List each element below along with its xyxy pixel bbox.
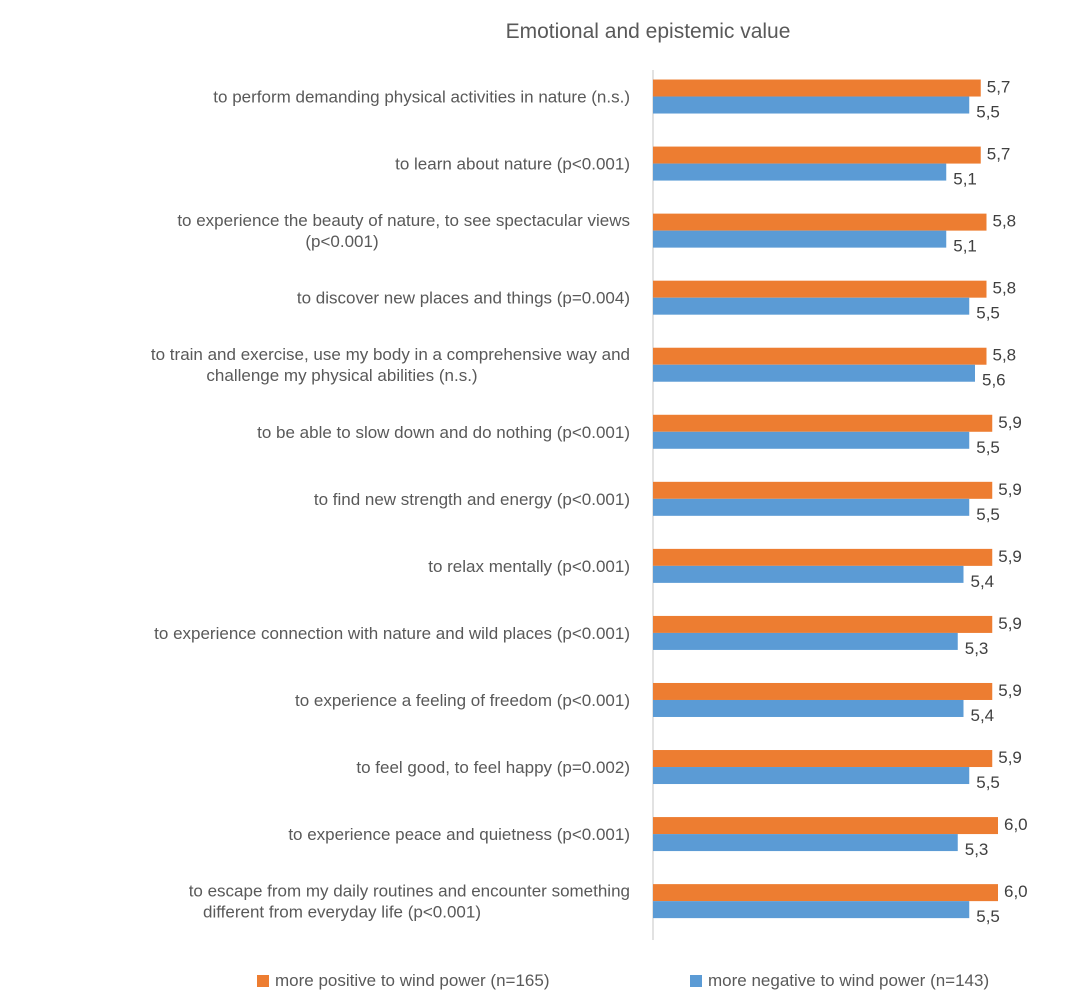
bars-group <box>653 79 998 919</box>
category-label: to escape from my daily routines and enc… <box>189 882 630 901</box>
bar-negative <box>653 364 975 382</box>
data-label-positive: 5,9 <box>998 480 1022 499</box>
data-label-negative: 5,3 <box>965 639 989 658</box>
data-label-negative: 5,1 <box>953 170 977 189</box>
category-label: to experience peace and quietness (p<0.0… <box>288 825 630 844</box>
bar-negative <box>653 163 947 181</box>
data-label-positive: 5,9 <box>998 614 1022 633</box>
data-label-positive: 6,0 <box>1004 815 1028 834</box>
bar-negative <box>653 767 970 785</box>
legend: more positive to wind power (n=165) more … <box>257 971 989 990</box>
bar-negative <box>653 834 958 852</box>
data-label-negative: 5,6 <box>982 371 1006 390</box>
bar-positive <box>653 615 993 633</box>
legend-label: more positive to wind power (n=165) <box>275 971 550 990</box>
bar-positive <box>653 548 993 566</box>
data-label-negative: 5,5 <box>976 304 1000 323</box>
bar-negative <box>653 96 970 114</box>
category-labels: to perform demanding physical activities… <box>151 88 630 922</box>
legend-swatch <box>257 975 269 987</box>
category-label: to perform demanding physical activities… <box>213 88 630 107</box>
data-label-positive: 5,9 <box>998 413 1022 432</box>
category-label: to train and exercise, use my body in a … <box>151 345 630 364</box>
bar-positive <box>653 817 998 835</box>
chart-title: Emotional and epistemic value <box>506 20 791 43</box>
bar-positive <box>653 414 993 432</box>
bar-negative <box>653 297 970 315</box>
legend-swatch <box>690 975 702 987</box>
data-label-positive: 5,8 <box>993 346 1017 365</box>
category-label: to be able to slow down and do nothing (… <box>257 423 630 442</box>
category-label: to learn about nature (p<0.001) <box>395 155 630 174</box>
category-label: to experience connection with nature and… <box>154 624 630 643</box>
data-label-negative: 5,4 <box>971 706 995 725</box>
category-label: to experience the beauty of nature, to s… <box>177 211 630 230</box>
data-label-negative: 5,3 <box>965 840 989 859</box>
bar-negative <box>653 699 964 717</box>
legend-label: more negative to wind power (n=143) <box>708 971 989 990</box>
category-label: to relax mentally (p<0.001) <box>428 557 630 576</box>
legend-item-positive: more positive to wind power (n=165) <box>257 971 550 990</box>
category-label: to feel good, to feel happy (p=0.002) <box>356 758 630 777</box>
bar-positive <box>653 79 981 97</box>
bar-positive <box>653 750 993 768</box>
category-label: to discover new places and things (p=0.0… <box>297 289 630 308</box>
data-labels-group: 5,75,55,75,15,85,15,85,55,85,65,95,55,95… <box>953 78 1027 927</box>
category-label: (p<0.001) <box>305 232 378 251</box>
data-label-positive: 6,0 <box>1004 882 1028 901</box>
category-label: challenge my physical abilities (n.s.) <box>206 366 477 385</box>
data-label-negative: 5,5 <box>976 438 1000 457</box>
bar-negative <box>653 632 958 650</box>
legend-item-negative: more negative to wind power (n=143) <box>690 971 989 990</box>
data-label-positive: 5,9 <box>998 681 1022 700</box>
bar-negative <box>653 901 970 919</box>
bar-negative <box>653 565 964 583</box>
bar-negative <box>653 230 947 248</box>
data-label-positive: 5,7 <box>987 145 1011 164</box>
data-label-negative: 5,5 <box>976 773 1000 792</box>
bar-positive <box>653 146 981 164</box>
category-label: different from everyday life (p<0.001) <box>203 903 481 922</box>
bar-negative <box>653 498 970 516</box>
bar-positive <box>653 347 987 365</box>
bar-positive <box>653 884 998 902</box>
data-label-negative: 5,5 <box>976 505 1000 524</box>
data-label-positive: 5,8 <box>993 279 1017 298</box>
category-label: to experience a feeling of freedom (p<0.… <box>295 691 630 710</box>
data-label-positive: 5,8 <box>993 212 1017 231</box>
bar-positive <box>653 280 987 298</box>
data-label-negative: 5,4 <box>971 572 995 591</box>
bar-negative <box>653 431 970 449</box>
data-label-negative: 5,1 <box>953 237 977 256</box>
bar-positive <box>653 213 987 231</box>
data-label-positive: 5,9 <box>998 547 1022 566</box>
bar-positive <box>653 481 993 499</box>
data-label-positive: 5,7 <box>987 78 1011 97</box>
category-label: to find new strength and energy (p<0.001… <box>314 490 630 509</box>
bar-positive <box>653 682 993 700</box>
data-label-positive: 5,9 <box>998 748 1022 767</box>
data-label-negative: 5,5 <box>976 103 1000 122</box>
data-label-negative: 5,5 <box>976 907 1000 926</box>
